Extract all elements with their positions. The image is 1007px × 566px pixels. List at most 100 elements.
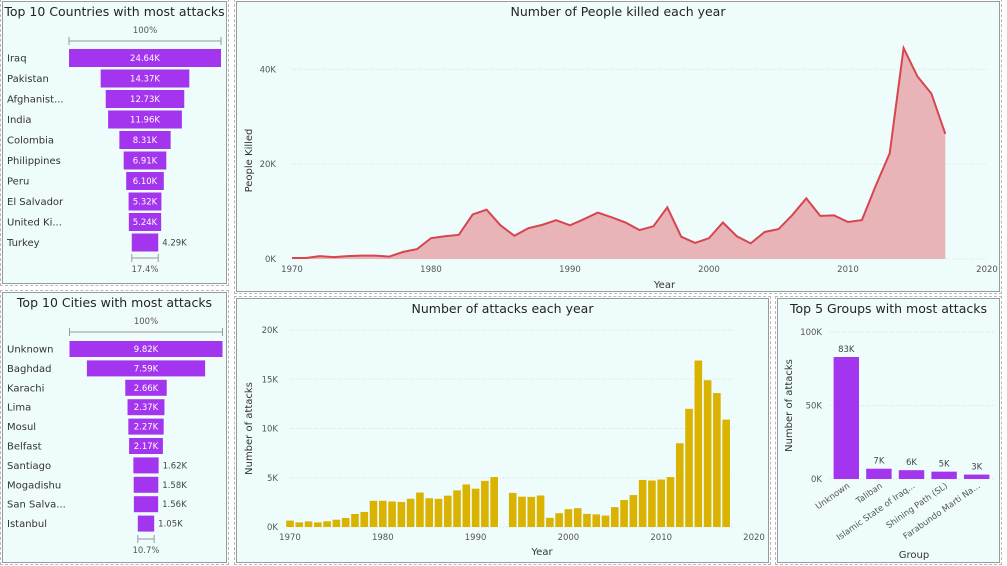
funnel-category-label: Mosul bbox=[7, 422, 36, 433]
funnel-bar bbox=[133, 496, 159, 513]
bar1-bar bbox=[648, 480, 656, 527]
funnel-value-label: 1.58K bbox=[162, 481, 187, 491]
killed-area-title: Number of People killed each year bbox=[510, 4, 726, 19]
bar1-bar bbox=[462, 484, 471, 527]
bar1-bar bbox=[601, 515, 610, 527]
funnel-bar bbox=[127, 399, 165, 416]
area-fill bbox=[292, 48, 946, 259]
funnel-bar bbox=[69, 341, 223, 357]
bar1-bar bbox=[610, 507, 619, 527]
area-line bbox=[292, 44, 947, 260]
bar1-bar bbox=[583, 513, 591, 527]
bar2-y-tick-label: 100K bbox=[800, 328, 822, 338]
bar1-bar bbox=[369, 500, 378, 527]
groups-bar-panel: Top 5 Groups with most attacks 0K 50K 100K… bbox=[775, 296, 1002, 565]
bar1-bar bbox=[713, 393, 721, 527]
bar1-bar bbox=[573, 508, 582, 527]
funnel-value-label: 7.59K bbox=[134, 364, 159, 374]
funnel-value-label: 4.29K bbox=[162, 239, 187, 249]
bar1-bar bbox=[397, 501, 406, 527]
funnel-category-label: Iraq bbox=[7, 54, 27, 65]
bar2-y-axis-title: Number of attacks bbox=[784, 359, 795, 452]
bar1-bar bbox=[388, 501, 396, 527]
bar1-bar bbox=[443, 495, 452, 527]
bar2-y-tick-label: 50K bbox=[806, 402, 823, 412]
funnel-value-label: 5.32K bbox=[133, 198, 158, 208]
bar1-bar bbox=[378, 500, 387, 527]
bar2-value-label: 7K bbox=[873, 457, 884, 467]
bar1-bar bbox=[620, 500, 628, 527]
bar2-value-label: 83K bbox=[838, 345, 855, 355]
funnel-category-label: San Salva... bbox=[7, 500, 66, 511]
funnel-category-label: Baghdad bbox=[7, 364, 52, 375]
bar1-x-tick-label: 1970 bbox=[279, 533, 301, 543]
funnel-category-label: Unknown bbox=[7, 345, 53, 356]
bar2-value-label: 6K bbox=[906, 458, 917, 468]
bar1-x-tick-label: 2020 bbox=[743, 533, 765, 543]
bar1-bar bbox=[406, 498, 415, 527]
bar1-bar bbox=[360, 511, 369, 527]
funnel-category-label: Belfast bbox=[7, 442, 42, 453]
funnel-value-label: 8.31K bbox=[133, 136, 158, 146]
funnel-bar bbox=[128, 418, 164, 435]
cities-funnel-panel: Top 10 Cities with most attacks 100% Unkn… bbox=[0, 290, 229, 565]
funnel-value-label: 2.27K bbox=[134, 423, 159, 433]
funnel-top-percent: 100% bbox=[133, 26, 157, 36]
funnel-bottom-percent: 17.4% bbox=[131, 265, 158, 275]
bar1-y-tick-label: 20K bbox=[262, 326, 279, 336]
attacks-bar-chart: 0K 5K 10K 15K 20K 1970 1980 1990 2000 2010 2020 Yea… bbox=[244, 326, 765, 558]
funnel-category-label: Afghanist... bbox=[7, 95, 64, 106]
area-y-tick-label: 0K bbox=[265, 255, 276, 265]
funnel-bar bbox=[131, 233, 159, 252]
bar1-bar bbox=[304, 521, 313, 527]
bar1-bar bbox=[286, 520, 294, 527]
area-y-tick-label: 20K bbox=[260, 160, 277, 170]
countries-funnel-panel: Top 10 Countries with most attacks 100% I… bbox=[0, 0, 229, 286]
bar2-value-label: 5K bbox=[939, 460, 950, 470]
funnel-bottom-percent: 10.7% bbox=[132, 546, 159, 556]
bar2-x-axis-title: Group bbox=[899, 550, 929, 561]
bar1-bar bbox=[471, 488, 480, 527]
bar1-x-tick-label: 1980 bbox=[372, 533, 394, 543]
funnel-bar bbox=[108, 110, 182, 129]
funnel-value-label: 6.10K bbox=[133, 177, 158, 187]
area-x-tick-label: 1990 bbox=[559, 265, 581, 275]
funnel-bar bbox=[105, 90, 185, 108]
funnel-category-label: El Salvador bbox=[7, 197, 64, 208]
bar1-bar bbox=[416, 492, 424, 527]
funnel-top-percent: 100% bbox=[134, 317, 158, 327]
bar1-y-tick-label: 15K bbox=[262, 375, 279, 385]
bar1-bar bbox=[490, 477, 498, 527]
funnel-category-label: Colombia bbox=[7, 136, 54, 147]
area-y-tick-label: 40K bbox=[260, 65, 277, 75]
funnel-bar bbox=[126, 172, 164, 190]
bar1-bar bbox=[592, 514, 601, 527]
funnel-bar bbox=[100, 69, 190, 88]
bar1-bar bbox=[555, 513, 563, 527]
funnel-bar bbox=[69, 49, 221, 67]
bar1-bar bbox=[453, 490, 461, 527]
funnel-bar bbox=[129, 438, 163, 454]
bar2-y-tick-label: 0K bbox=[811, 475, 822, 485]
funnel-bar bbox=[133, 457, 159, 474]
funnel-value-label: 11.96K bbox=[130, 116, 160, 126]
bar1-bar bbox=[518, 496, 526, 527]
bar1-bar bbox=[536, 495, 545, 527]
attacks-bar-title: Number of attacks each year bbox=[411, 301, 594, 316]
funnel-bar bbox=[123, 151, 167, 170]
funnel-bar bbox=[119, 131, 171, 149]
funnel-value-label: 14.37K bbox=[130, 75, 160, 85]
killed-area-chart: 0K 20K 40K 1970 1980 1990 2000 2010 2020 Year Peop… bbox=[244, 44, 998, 291]
funnel-value-label: 9.82K bbox=[134, 345, 159, 355]
funnel-category-label: Karachi bbox=[7, 383, 44, 394]
bar1-bar bbox=[675, 443, 684, 527]
area-x-tick-label: 2020 bbox=[976, 265, 998, 275]
funnel-value-label: 24.64K bbox=[130, 54, 160, 64]
bar2-bar bbox=[931, 471, 957, 479]
funnel-bar bbox=[128, 213, 162, 231]
funnel-value-label: 1.62K bbox=[163, 461, 188, 471]
funnel-value-label: 5.24K bbox=[133, 218, 158, 228]
funnel-category-label: Pakistan bbox=[7, 74, 49, 85]
funnel-value-label: 2.37K bbox=[134, 403, 159, 413]
